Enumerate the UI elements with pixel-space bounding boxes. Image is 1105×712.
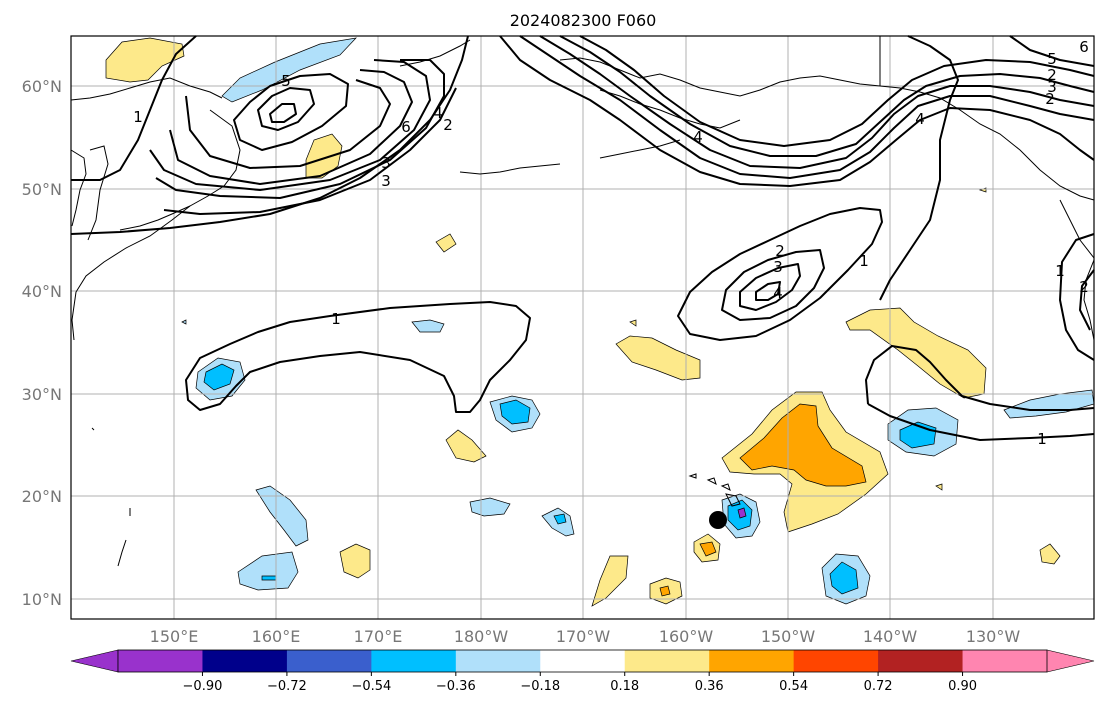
lon-label: 160°W: [659, 627, 714, 646]
negative-anomaly-region: [829, 561, 859, 595]
colorbar-segment: [709, 650, 795, 672]
colorbar-segment: [878, 650, 964, 672]
positive-anomaly-region: [1039, 543, 1061, 565]
lat-label: 20°N: [22, 487, 62, 506]
colorbar-under-triangle: [70, 649, 119, 673]
lon-label: 150°E: [150, 627, 199, 646]
contour-label: 3: [381, 172, 391, 190]
negative-anomaly-region: [469, 497, 511, 517]
positive-anomaly-region: [629, 319, 637, 327]
colorbar: −0.90 −0.72 −0.54 −0.36 −0.18 0.18 0.36 0.54 0.7…: [70, 649, 1095, 694]
colorbar-segment: [540, 650, 626, 672]
contour-label: 1: [1055, 262, 1065, 280]
positive-anomaly-region: [699, 541, 717, 557]
colorbar-segment: [286, 650, 372, 672]
positive-anomaly-region: [445, 429, 487, 463]
graticule: [71, 36, 1094, 619]
negative-anomaly-region: [261, 575, 277, 581]
colorbar-segment: [371, 650, 457, 672]
positive-anomaly-region: [615, 335, 701, 381]
contour-label: 4: [915, 110, 925, 128]
lat-label: 10°N: [22, 590, 62, 609]
contour-label: 5: [281, 72, 291, 90]
contour-label: 1: [859, 252, 869, 270]
colorbar-segment: [118, 650, 203, 672]
positive-anomaly-region: [591, 555, 629, 607]
positive-anomaly-region: [659, 585, 671, 597]
lon-label: 180°W: [454, 627, 509, 646]
positive-anomaly-region: [935, 483, 943, 491]
colorbar-tick-label: 0.54: [779, 679, 808, 694]
colorbar-tick-label: 0.72: [864, 679, 893, 694]
negative-anomaly-region: [255, 485, 309, 547]
contour-label: 2: [443, 116, 453, 134]
lon-label: 170°W: [556, 627, 611, 646]
lat-label: 60°N: [22, 77, 62, 96]
contour-label: 6: [1079, 38, 1089, 56]
map-border: [70, 35, 1095, 620]
lon-label: 140°W: [863, 627, 918, 646]
colorbar-tick-label: 0.36: [695, 679, 724, 694]
lon-label: 160°E: [252, 627, 301, 646]
contour-label: 5: [1047, 50, 1057, 68]
contour-label: 2: [1079, 278, 1089, 296]
contour-label: 4: [433, 104, 443, 122]
colorbar-tick-label: −0.90: [183, 679, 223, 694]
contour-label: 3: [381, 154, 391, 172]
lon-label: 150°W: [761, 627, 816, 646]
coastlines: [70, 36, 1095, 567]
colorbar-tick-label: 0.18: [610, 679, 639, 694]
lat-label: 30°N: [22, 385, 62, 404]
positive-anomaly-region: [435, 233, 457, 253]
colorbar-segment: [962, 650, 1048, 672]
map-panel: 1 1 1 2 3 4 5 6 3 4 2 3 4 2 1 5 6 3 2 4 …: [70, 35, 1095, 620]
lon-label: 170°E: [354, 627, 403, 646]
shaded-fields: [105, 37, 1095, 607]
negative-anomaly-region: [411, 319, 445, 333]
contour-label: 2: [1045, 90, 1055, 108]
lon-label: 130°W: [966, 627, 1021, 646]
positive-anomaly-region: [739, 403, 867, 487]
colorbar-tick-label: −0.18: [520, 679, 560, 694]
colorbar-tick-label: −0.54: [351, 679, 391, 694]
contour-label: 3: [1047, 78, 1057, 96]
positive-anomaly-region: [339, 543, 371, 579]
negative-anomaly-region: [181, 319, 187, 325]
contour-label: 2: [1047, 66, 1057, 84]
colorbar-tick-label: −0.36: [436, 679, 476, 694]
storm-center-marker: [709, 511, 727, 529]
colorbar-tick-label: 0.90: [948, 679, 977, 694]
lat-label: 40°N: [22, 282, 62, 301]
colorbar-outline: [117, 649, 1048, 673]
colorbar-over-triangle: [1046, 649, 1095, 673]
colorbar-segment: [624, 650, 710, 672]
contour-label: 1: [1037, 430, 1047, 448]
contour-lines: [70, 35, 1095, 441]
contour-label: 4: [773, 284, 783, 302]
contour-label: 2: [775, 242, 785, 260]
contour-label: 3: [773, 258, 783, 276]
colorbar-segment: [793, 650, 879, 672]
map-title: 2024082300 F060: [510, 11, 657, 30]
contour-label: 4: [693, 128, 703, 146]
contour-label-group: 1 1 1 2 3 4 5 6 3 4 2 3 4 2 1 5 6 3 2 4 …: [133, 38, 1089, 448]
negative-anomaly-region: [737, 507, 747, 519]
negative-anomaly-region: [203, 363, 235, 391]
contour-label: 6: [401, 118, 411, 136]
contour-label: 1: [331, 310, 341, 328]
colorbar-segment: [455, 650, 541, 672]
lat-label: 50°N: [22, 180, 62, 199]
latitude-labels: 10°N 20°N 30°N 40°N 50°N 60°N: [22, 77, 62, 609]
longitude-labels: 150°E 160°E 170°E 180°W 170°W 160°W 150°…: [150, 627, 1021, 646]
colorbar-segment: [202, 650, 288, 672]
negative-anomaly-region: [499, 399, 531, 425]
colorbar-tick-label: −0.72: [267, 679, 307, 694]
negative-anomaly-region: [237, 551, 299, 591]
contour-label: 1: [133, 108, 143, 126]
negative-anomaly-region: [553, 513, 567, 525]
